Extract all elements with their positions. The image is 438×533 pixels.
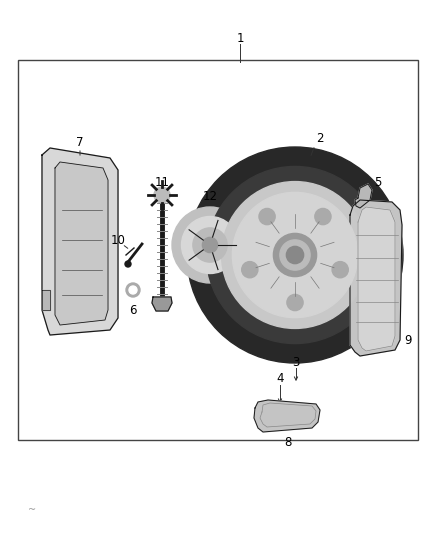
Circle shape <box>129 286 137 294</box>
Circle shape <box>233 192 358 318</box>
Text: 12: 12 <box>202 190 218 203</box>
Circle shape <box>332 262 348 278</box>
Text: 7: 7 <box>76 135 84 149</box>
Text: 6: 6 <box>129 303 137 317</box>
Circle shape <box>259 208 275 224</box>
Circle shape <box>273 233 317 277</box>
Circle shape <box>202 237 218 253</box>
Circle shape <box>206 166 384 344</box>
Text: 1: 1 <box>236 31 244 44</box>
Text: 10: 10 <box>110 233 125 246</box>
Circle shape <box>287 294 303 311</box>
Circle shape <box>154 187 170 203</box>
Polygon shape <box>152 297 172 311</box>
Text: 2: 2 <box>316 132 324 144</box>
Circle shape <box>172 207 248 283</box>
Text: 4: 4 <box>276 373 284 385</box>
Text: 3: 3 <box>292 356 300 368</box>
Polygon shape <box>358 207 395 351</box>
Circle shape <box>125 261 131 267</box>
Circle shape <box>126 283 140 297</box>
Circle shape <box>181 216 239 273</box>
Circle shape <box>222 182 368 328</box>
Text: 11: 11 <box>155 175 170 189</box>
Text: 8: 8 <box>284 435 292 448</box>
Polygon shape <box>42 290 50 310</box>
Circle shape <box>187 147 403 363</box>
Polygon shape <box>254 400 320 432</box>
Text: 9: 9 <box>404 334 412 346</box>
Polygon shape <box>42 148 118 335</box>
Polygon shape <box>355 184 372 208</box>
Text: ~: ~ <box>28 505 36 515</box>
Bar <box>18 60 418 440</box>
Text: 5: 5 <box>374 175 381 189</box>
Polygon shape <box>350 200 402 356</box>
Polygon shape <box>55 162 108 325</box>
Circle shape <box>286 246 304 264</box>
Circle shape <box>242 262 258 278</box>
Circle shape <box>280 240 310 270</box>
Circle shape <box>193 228 227 262</box>
Circle shape <box>315 208 331 224</box>
